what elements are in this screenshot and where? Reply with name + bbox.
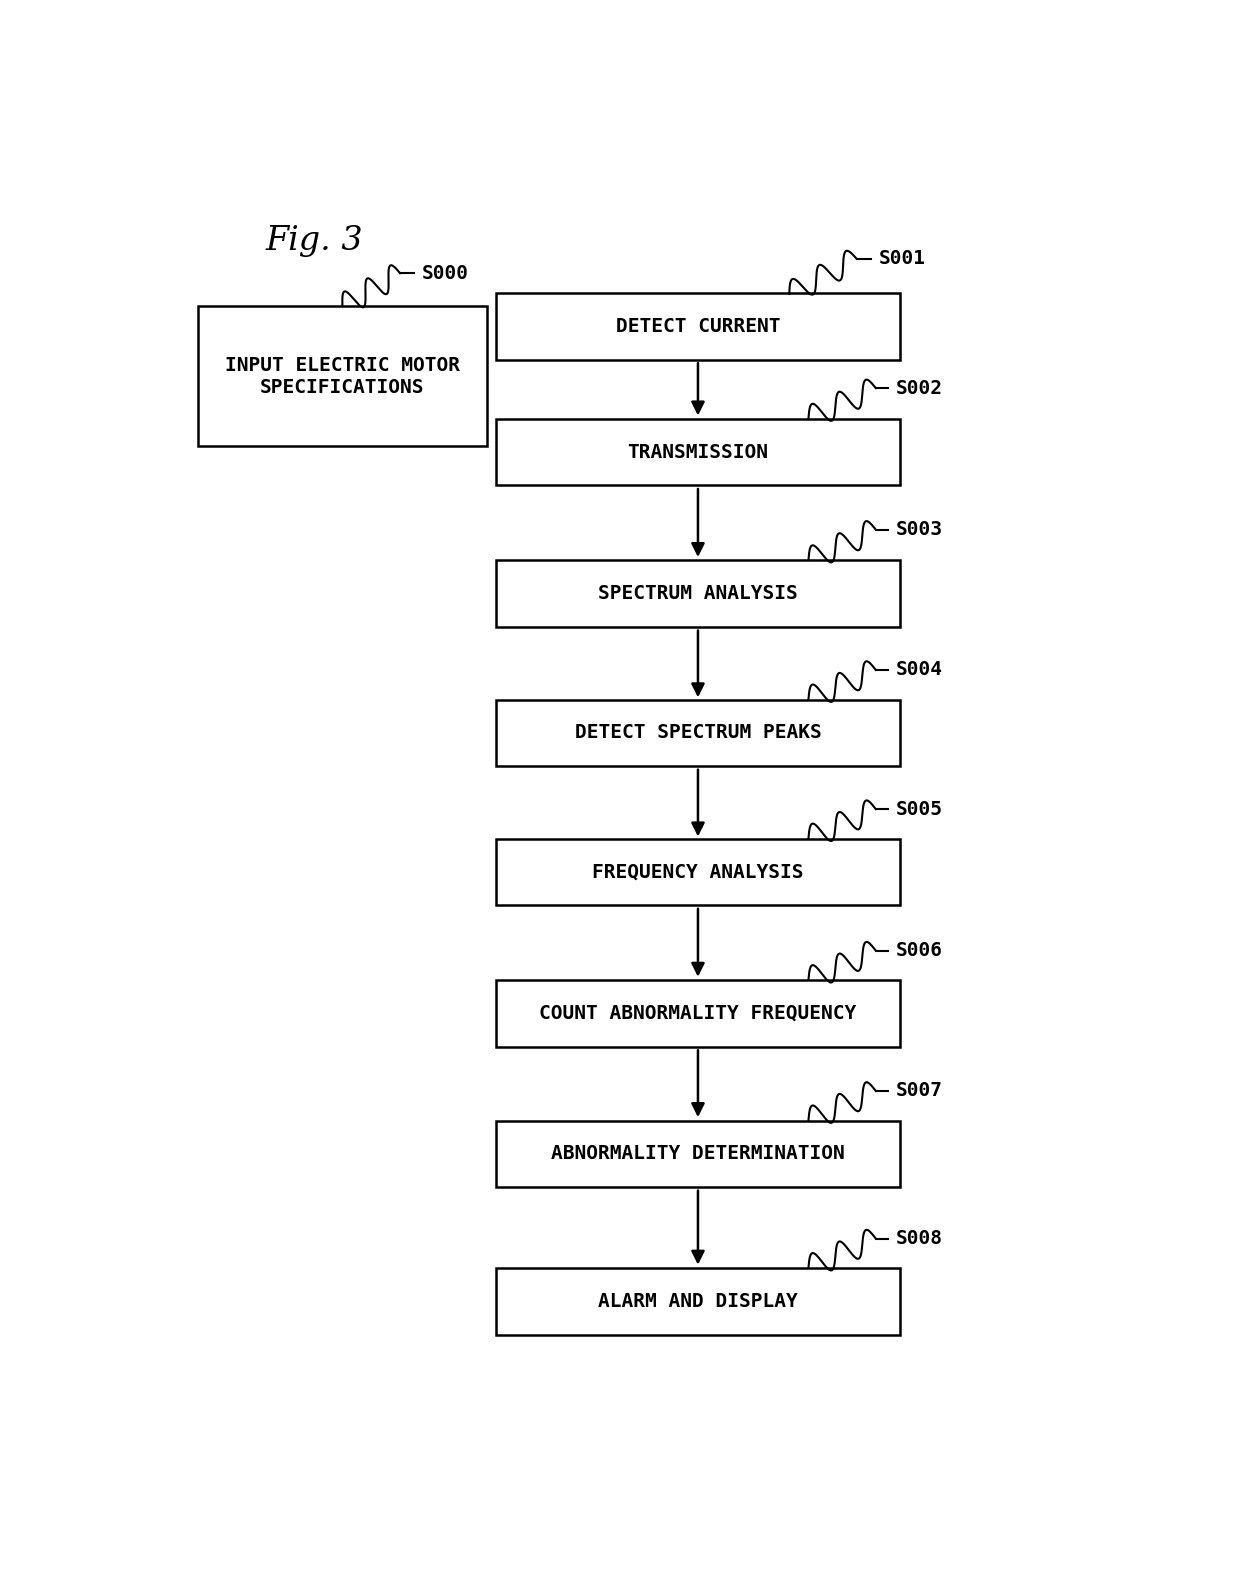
Text: Fig. 3: Fig. 3 [265,225,363,256]
FancyBboxPatch shape [496,699,900,767]
Text: SPECTRUM ANALYSIS: SPECTRUM ANALYSIS [598,584,797,603]
FancyBboxPatch shape [496,839,900,905]
Text: S008: S008 [897,1229,942,1247]
FancyBboxPatch shape [496,294,900,360]
Text: S001: S001 [879,250,925,269]
Text: COUNT ABNORMALITY FREQUENCY: COUNT ABNORMALITY FREQUENCY [539,1004,857,1023]
FancyBboxPatch shape [496,561,900,627]
Text: S004: S004 [897,660,942,680]
Text: S007: S007 [897,1081,942,1100]
Text: S006: S006 [897,941,942,960]
Text: S005: S005 [897,800,942,818]
Text: TRANSMISSION: TRANSMISSION [627,443,769,462]
Text: S002: S002 [897,379,942,397]
Text: DETECT SPECTRUM PEAKS: DETECT SPECTRUM PEAKS [574,723,821,743]
Text: DETECT CURRENT: DETECT CURRENT [616,317,780,336]
Text: FREQUENCY ANALYSIS: FREQUENCY ANALYSIS [593,862,804,881]
FancyBboxPatch shape [198,306,486,446]
FancyBboxPatch shape [496,980,900,1046]
Text: INPUT ELECTRIC MOTOR
SPECIFICATIONS: INPUT ELECTRIC MOTOR SPECIFICATIONS [224,355,460,396]
Text: S000: S000 [422,264,469,283]
Text: ABNORMALITY DETERMINATION: ABNORMALITY DETERMINATION [551,1144,844,1164]
FancyBboxPatch shape [496,1268,900,1335]
Text: ALARM AND DISPLAY: ALARM AND DISPLAY [598,1291,797,1310]
FancyBboxPatch shape [496,1120,900,1188]
Text: S003: S003 [897,520,942,539]
FancyBboxPatch shape [496,419,900,485]
